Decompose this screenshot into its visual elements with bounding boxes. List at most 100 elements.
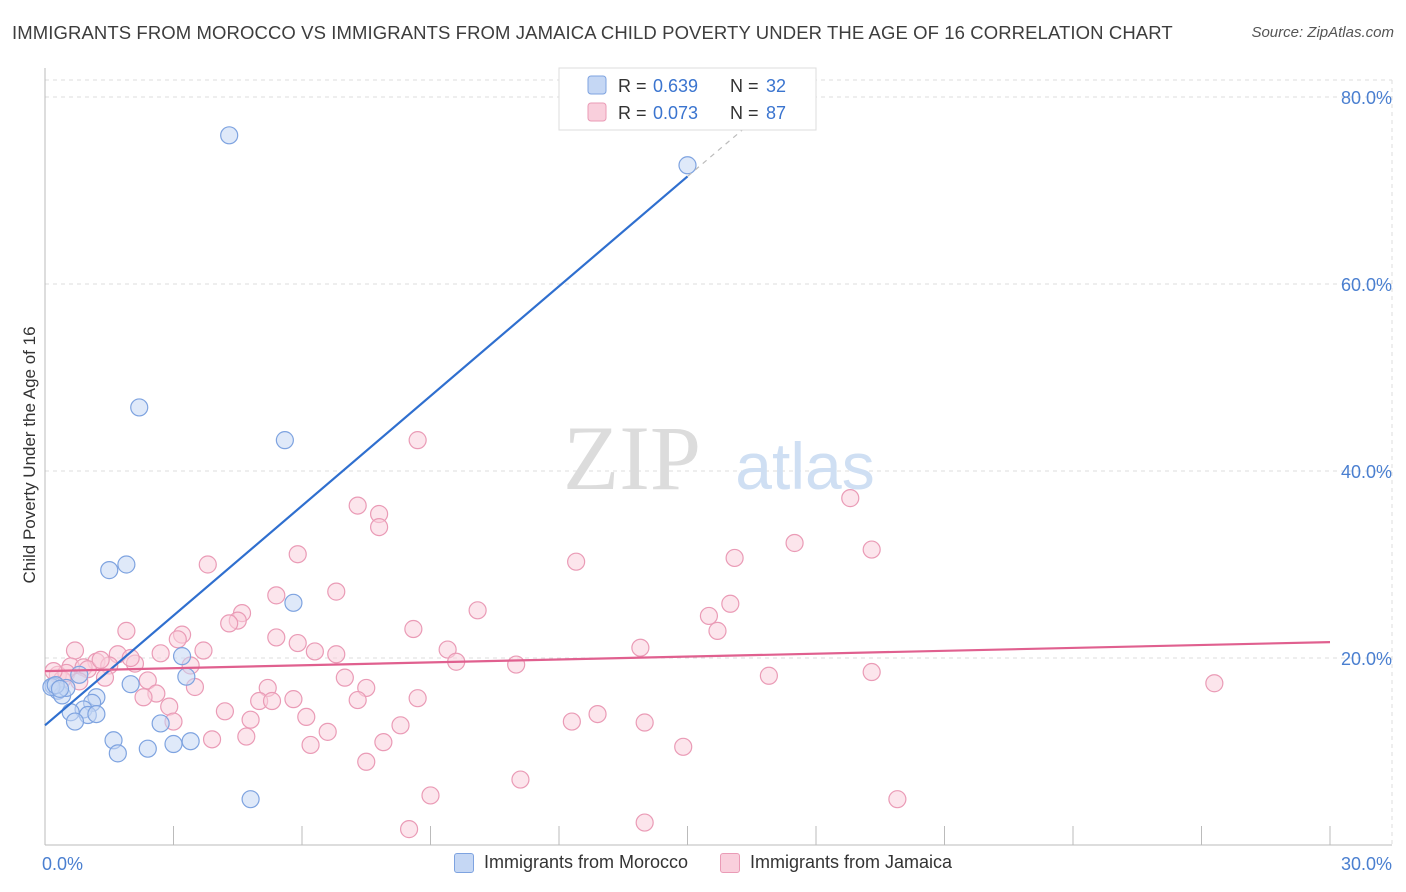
chart-title: IMMIGRANTS FROM MOROCCO VS IMMIGRANTS FR… (12, 22, 1173, 43)
legend-swatch-jamaica-bottom (720, 852, 740, 873)
morocco-point (70, 665, 89, 684)
jamaica-point (635, 713, 654, 732)
jamaica-point (374, 733, 393, 752)
jamaica-point (241, 710, 260, 729)
jamaica-point (202, 730, 222, 749)
jamaica-point (588, 704, 607, 724)
legend-jamaica-r-label: R = (618, 103, 647, 123)
jamaica-point (468, 601, 487, 620)
legend-swatch-morocco-bottom (453, 852, 474, 873)
watermark: ZIP atlas (563, 407, 875, 509)
jamaica-point (511, 770, 530, 789)
morocco-point (151, 714, 170, 733)
jamaica-point (215, 702, 234, 721)
jamaica-point (138, 671, 157, 690)
morocco-point (220, 126, 239, 145)
jamaica-point (674, 737, 693, 756)
jamaica-point (160, 697, 179, 716)
morocco-point (121, 675, 140, 694)
jamaica-point (348, 496, 367, 515)
jamaica-point (348, 690, 367, 710)
jamaica-point (699, 606, 719, 626)
morocco-point (284, 593, 303, 612)
legend-label-morocco: Immigrants from Morocco (483, 852, 688, 872)
jamaica-point (391, 716, 410, 735)
legend-swatch-morocco (587, 75, 607, 95)
morocco-point (117, 555, 136, 574)
series-legend: Immigrants from Morocco Immigrants from … (0, 852, 1406, 873)
jamaica-point (284, 690, 303, 709)
legend-item-morocco: Immigrants from Morocco (453, 852, 688, 873)
legend-morocco-r-label: R = (618, 76, 647, 96)
morocco-points (42, 126, 697, 809)
morocco-point (100, 561, 119, 580)
legend-morocco-n-label: N = (730, 76, 759, 96)
jamaica-point (404, 619, 423, 639)
y-axis-label: Child Poverty Under the Age of 16 (20, 326, 39, 584)
jamaica-point (288, 633, 307, 653)
legend-jamaica-n-label: N = (730, 103, 759, 123)
jamaica-point (408, 431, 427, 450)
jamaica-point (95, 668, 115, 687)
morocco-point (130, 398, 149, 417)
jamaica-point (725, 548, 744, 568)
jamaica-point (421, 786, 440, 805)
jamaica-point (862, 662, 881, 682)
source-label: Source: ZipAtlas.com (1251, 24, 1394, 41)
legend-jamaica-n-value: 87 (766, 103, 786, 123)
watermark-zip: ZIP (563, 407, 701, 509)
jamaica-point (327, 645, 346, 664)
jamaica-point (194, 641, 213, 660)
y-tick-label: 40.0% (1341, 462, 1392, 482)
x-tick-label-min: 0.0% (42, 854, 83, 874)
morocco-point (50, 679, 70, 698)
jamaica-point (288, 545, 307, 564)
jamaica-point (357, 752, 376, 771)
jamaica-point (65, 641, 85, 660)
morocco-point (138, 739, 157, 758)
jamaica-point (318, 722, 337, 741)
tick-labels: 20.0% 40.0% 60.0% 80.0% 0.0% 30.0% (42, 88, 1392, 874)
jamaica-point (562, 712, 581, 731)
legend-jamaica-r-value: 0.073 (653, 103, 698, 123)
morocco-point (164, 734, 183, 754)
morocco-point (87, 704, 106, 724)
morocco-point (241, 790, 260, 809)
morocco-point (172, 647, 192, 666)
legend-morocco-r-value: 0.639 (653, 76, 698, 96)
x-tick-label-max: 30.0% (1341, 854, 1392, 874)
jamaica-point (168, 630, 187, 649)
jamaica-point (708, 621, 727, 640)
morocco-trend-line (44, 175, 689, 727)
jamaica-point (267, 586, 286, 605)
jamaica-point (297, 707, 316, 727)
axes (44, 68, 1392, 846)
correlation-legend: R = 0.639 N = 32 R = 0.073 N = 87 (558, 67, 817, 131)
jamaica-point (370, 517, 389, 537)
jamaica-point (237, 727, 256, 746)
legend-swatch-jamaica (587, 102, 607, 122)
jamaica-point (759, 666, 778, 685)
jamaica-point (262, 691, 282, 711)
jamaica-point (301, 735, 320, 755)
morocco-point (108, 744, 127, 763)
y-tick-label: 60.0% (1341, 275, 1392, 295)
jamaica-point (631, 638, 650, 657)
legend-label-jamaica: Immigrants from Jamaica (750, 852, 953, 872)
jamaica-point (862, 540, 881, 559)
jamaica-point (267, 628, 286, 647)
jamaica-point (841, 489, 860, 508)
jamaica-point (888, 790, 907, 809)
jamaica-trend-line (44, 641, 1331, 673)
jamaica-point (785, 533, 804, 553)
jamaica-point (399, 820, 419, 839)
jamaica-point (1205, 674, 1224, 693)
jamaica-point (507, 655, 526, 674)
jamaica-point (335, 668, 354, 687)
jamaica-point (408, 689, 427, 708)
jamaica-point (327, 582, 346, 601)
y-tick-label: 80.0% (1341, 88, 1392, 108)
jamaica-point (305, 642, 324, 661)
morocco-point (181, 732, 200, 751)
